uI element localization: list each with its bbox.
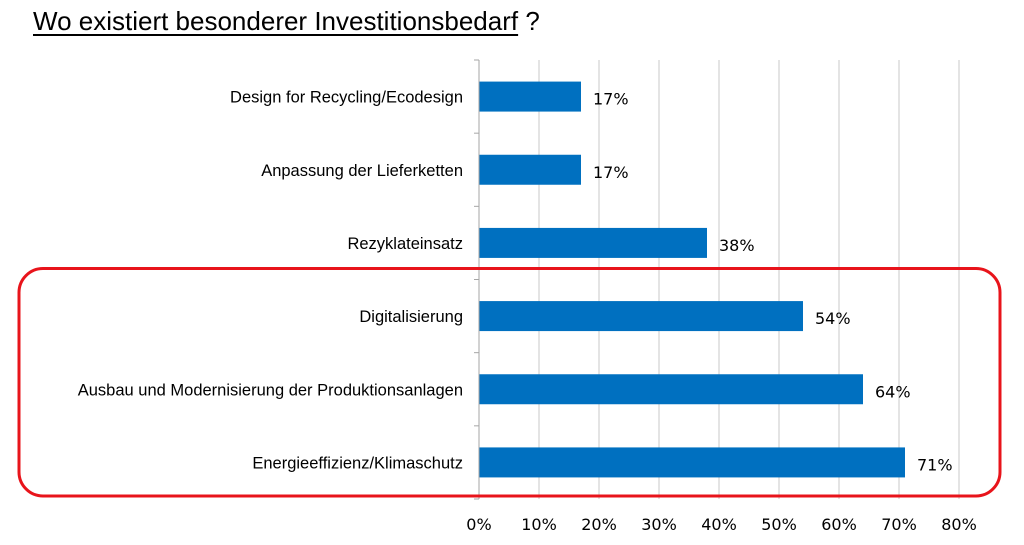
category-labels: Design for Recycling/Ecodesign Anpassung … bbox=[78, 89, 463, 473]
x-tick-label: 30% bbox=[641, 515, 677, 534]
bar bbox=[479, 81, 581, 112]
x-tick-labels: 0% 10% 20% 30% 40% 50% 60% 70% 80% bbox=[466, 515, 976, 534]
x-tick-label: 80% bbox=[941, 515, 977, 534]
highlight-box bbox=[17, 267, 1002, 498]
category-label: Design for Recycling/Ecodesign bbox=[230, 89, 463, 107]
x-tick-label: 70% bbox=[881, 515, 917, 534]
value-label: 17% bbox=[593, 90, 629, 109]
value-label: 64% bbox=[875, 382, 911, 401]
axes bbox=[474, 59, 480, 500]
bar bbox=[479, 447, 905, 478]
gridlines bbox=[538, 60, 960, 499]
bar bbox=[479, 154, 581, 185]
bar bbox=[479, 301, 803, 332]
category-label: Energieeffizienz/Klimaschutz bbox=[252, 454, 463, 472]
bar bbox=[479, 374, 863, 405]
value-label: 17% bbox=[593, 163, 629, 182]
chart-title: Wo existiert besonderer Investitionsbeda… bbox=[33, 6, 540, 37]
x-tick-label: 0% bbox=[466, 515, 491, 534]
category-label: Ausbau und Modernisierung der Produktion… bbox=[78, 381, 463, 399]
highlight-rectangle bbox=[17, 267, 1002, 498]
value-label: 38% bbox=[719, 236, 755, 255]
value-label: 71% bbox=[917, 455, 953, 474]
category-label: Rezyklateinsatz bbox=[347, 235, 463, 253]
value-labels: 17% 17% 38% 54% 64% 71% bbox=[593, 90, 953, 475]
x-tick-label: 20% bbox=[581, 515, 617, 534]
bars bbox=[479, 81, 905, 478]
bar bbox=[479, 227, 707, 258]
category-label: Digitalisierung bbox=[359, 308, 463, 326]
x-tick-label: 50% bbox=[761, 515, 797, 534]
x-tick-label: 40% bbox=[701, 515, 737, 534]
chart-title-text: Wo existiert besonderer Investitionsbeda… bbox=[33, 6, 519, 36]
value-label: 54% bbox=[815, 309, 851, 328]
x-tick-label: 60% bbox=[821, 515, 857, 534]
x-tick-label: 10% bbox=[521, 515, 557, 534]
category-label: Anpassung der Lieferketten bbox=[261, 162, 463, 180]
chart-title-suffix: ? bbox=[525, 6, 540, 36]
